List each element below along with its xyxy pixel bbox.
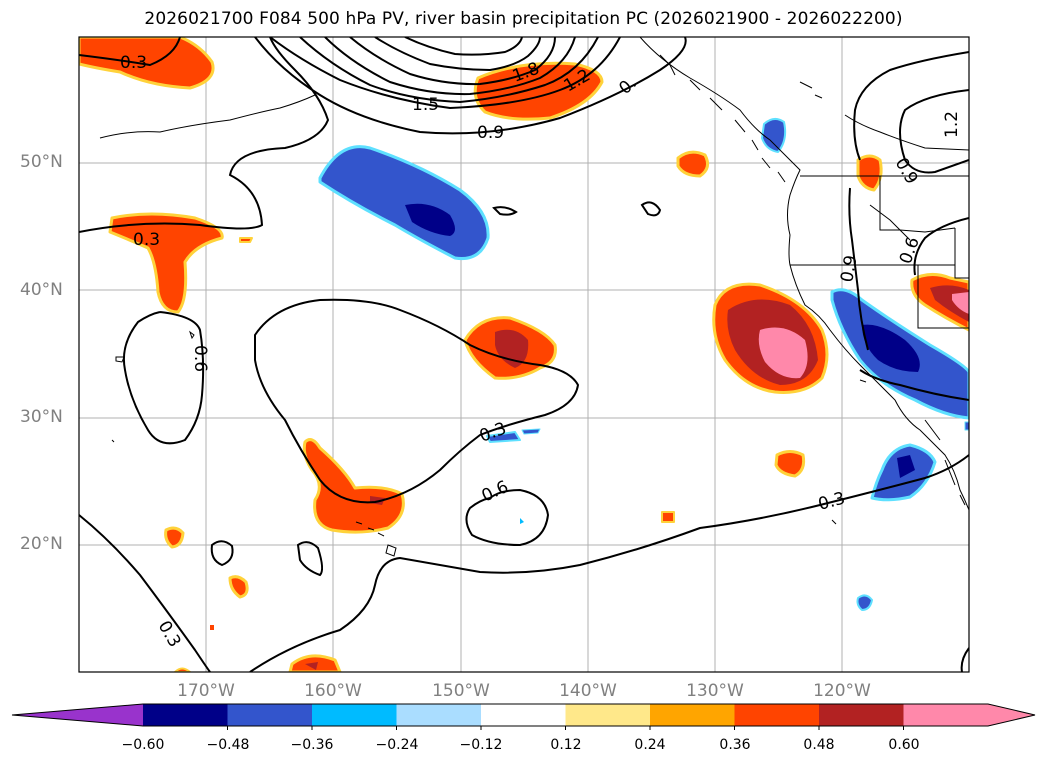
- colorbar-tick-label: −0.36: [290, 737, 334, 753]
- contour-label: 1.2: [942, 111, 962, 138]
- colorbar-extend-high: [988, 704, 1035, 726]
- lon-label-130w: 130°W: [686, 681, 744, 701]
- precip-shading: [79, 37, 969, 672]
- colorbar-tick-label: −0.60: [121, 737, 165, 753]
- lat-label-20n: 20°N: [20, 534, 63, 554]
- pv-contours: [79, 37, 969, 672]
- colorbar-tick-label: 0.48: [803, 737, 835, 753]
- colorbar-tick-label: −0.48: [206, 737, 250, 753]
- colorbar-bin: [396, 704, 482, 726]
- map-title: 2026021700 F084 500 hPa PV, river basin …: [144, 9, 903, 29]
- contour-label: 0.9: [477, 123, 504, 143]
- lon-label-150w: 150°W: [432, 681, 490, 701]
- colorbar-extend-low: [12, 704, 143, 726]
- colorbar-bin: [143, 704, 228, 726]
- lon-label-140w: 140°W: [559, 681, 617, 701]
- colorbar-bin: [819, 704, 904, 726]
- colorbar-tick-label: 0.24: [634, 737, 666, 753]
- lat-label-30n: 30°N: [20, 407, 63, 427]
- colorbar-bin: [903, 704, 989, 726]
- contour-label: 0.9: [837, 254, 861, 284]
- plot-frame: [78, 36, 970, 673]
- lat-label-40n: 40°N: [20, 280, 63, 300]
- colorbar-bin: [734, 704, 820, 726]
- colorbar-outline: [11, 703, 1036, 727]
- lon-label-120w: 120°W: [813, 681, 871, 701]
- colorbar-bin: [227, 704, 313, 726]
- colorbar-tick-label: −0.24: [375, 737, 419, 753]
- gridlines: [79, 37, 969, 672]
- colorbar-tick-label: 0.12: [550, 737, 582, 753]
- coastlines: [99, 37, 969, 557]
- colorbar: [11, 703, 1036, 730]
- colorbar-tick-label: 0.36: [719, 737, 751, 753]
- colorbar-bin: [565, 704, 651, 726]
- contour-label: 0.3: [133, 230, 160, 250]
- colorbar-bin: [481, 704, 566, 726]
- colorbar-tick-label: 0.60: [888, 737, 920, 753]
- lon-label-170w: 170°W: [177, 681, 235, 701]
- lon-label-160w: 160°W: [304, 681, 362, 701]
- contour-label: 0.3: [120, 53, 147, 73]
- colorbar-tick-label: −0.12: [459, 737, 503, 753]
- lat-label-50n: 50°N: [20, 152, 63, 172]
- colorbar-bin: [312, 704, 397, 726]
- colorbar-bin: [650, 704, 735, 726]
- contour-label: 0.6: [190, 345, 210, 372]
- contour-label: 1.5: [412, 95, 439, 115]
